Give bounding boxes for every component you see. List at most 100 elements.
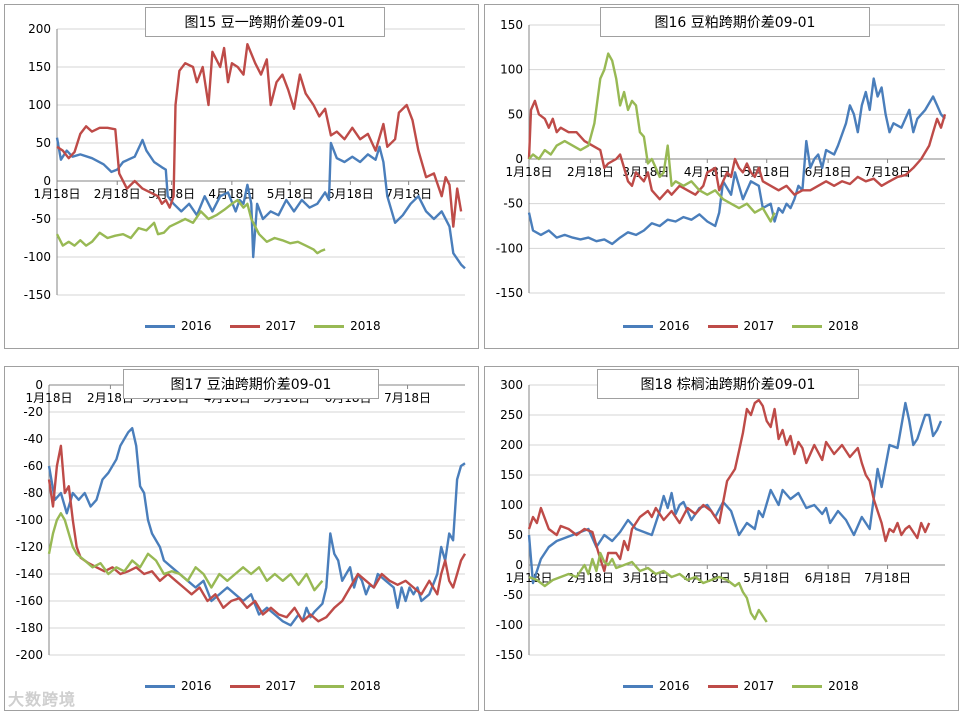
chart-panel-soyoil: 0 -20 -40 -60 -80 -100 -120 -140 -160 -180 -200 1月1…: [4, 366, 479, 711]
series-line-2018: [47, 512, 324, 592]
y-tick-label: -20: [23, 405, 43, 419]
series-line-2017: [56, 43, 463, 228]
legend-label-2017: 2017: [265, 319, 297, 333]
y-tick-label: -100: [16, 513, 43, 527]
legend-label-2017: 2017: [265, 679, 297, 693]
y-tick-label: -50: [503, 588, 523, 602]
legend-swatch-2018: [792, 684, 823, 688]
legend-item-2016: 2016: [623, 679, 690, 693]
legend-item-2016: 2016: [145, 679, 212, 693]
legend-item-2017: 2017: [707, 319, 775, 333]
y-tick-label: 200: [28, 22, 51, 36]
y-tick-label: 50: [508, 528, 523, 542]
series-line-2016: [527, 401, 943, 585]
series-line-2018: [55, 198, 326, 255]
chart-title: 图16 豆粕跨期价差09-01: [600, 7, 870, 37]
x-tick-label: 6月18日: [327, 187, 374, 201]
y-tick-label: -100: [24, 250, 51, 264]
legend-label-2016: 2016: [181, 319, 212, 333]
chart-svg-soyoil: 0 -20 -40 -60 -80 -100 -120 -140 -160 -180 -200 1月1…: [16, 378, 467, 662]
y-tick-label: 250: [500, 408, 523, 422]
x-tick-label: 1月18日: [506, 165, 553, 179]
legend-item-2017: 2017: [229, 679, 297, 693]
y-tick-label: -60: [23, 459, 43, 473]
legend-label-2016: 2016: [659, 319, 690, 333]
y-tick-label: -120: [16, 540, 43, 554]
legend-swatch-2017: [707, 324, 738, 328]
chart-panel-soymeal: 150 100 50 0 -50 -100 -150 1月18日 2月18日 3月18日 4月18日…: [484, 4, 959, 349]
y-tick-label: 300: [500, 378, 523, 392]
legend-swatch-2018: [314, 684, 345, 688]
x-tick-label: 7月18日: [864, 165, 911, 179]
series-line-2016: [527, 77, 946, 246]
y-tick-label: -180: [16, 621, 43, 635]
y-tick-label: 150: [28, 60, 51, 74]
x-tick-label: 2月18日: [567, 571, 614, 585]
chart-panel-soybean1: 200 150 100 50 0 -50 -100 -150 1月18日 2月18日 3月18日 4月…: [4, 4, 479, 349]
watermark: 大数跨境: [8, 690, 77, 709]
y-tick-label: 0: [43, 174, 51, 188]
y-tick-label: -200: [16, 648, 43, 662]
legend-label-2016: 2016: [181, 679, 212, 693]
y-tick-label: 50: [36, 136, 51, 150]
y-tick-label: -150: [496, 286, 523, 300]
x-tick-label: 1月18日: [26, 391, 73, 405]
y-tick-label: 150: [500, 18, 523, 32]
series-line-2018: [528, 52, 776, 223]
y-tick-label: 100: [28, 98, 51, 112]
y-tick-label: 100: [500, 63, 523, 77]
x-tick-label: 2月18日: [87, 391, 134, 405]
x-tick-label: 5月18日: [267, 187, 314, 201]
legend-label-2018: 2018: [350, 319, 381, 333]
legend-label-2017: 2017: [743, 319, 775, 333]
y-tick-label: -100: [496, 241, 523, 255]
legend-swatch-2017: [707, 684, 738, 688]
chart-panel-palmoil: 300 250 200 150 100 50 0 -50 -100 -150 1月18日 2月18日 3…: [484, 366, 959, 711]
legend-item-2016: 2016: [145, 319, 212, 333]
x-tick-label: 7月18日: [864, 571, 911, 585]
legend: 2016 2017 2018: [623, 679, 859, 693]
legend-swatch-2016: [145, 324, 175, 328]
x-tick-label: 1月18日: [34, 187, 81, 201]
y-tick-label: 50: [508, 107, 523, 121]
legend-item-2018: 2018: [314, 679, 381, 693]
series-line-2018: [528, 551, 768, 623]
legend-swatch-2017: [229, 684, 260, 688]
y-tick-label: -50: [31, 212, 51, 226]
x-tick-label: 3月18日: [622, 571, 669, 585]
chart-title: 图17 豆油跨期价差09-01: [123, 369, 379, 399]
chart-title: 图15 豆一跨期价差09-01: [145, 7, 385, 37]
legend-label-2016: 2016: [659, 679, 690, 693]
legend-swatch-2017: [229, 324, 260, 328]
chart-title: 图18 棕榈油跨期价差09-01: [597, 369, 859, 399]
legend: 2016 2017 2018: [145, 679, 381, 693]
legend: 2016 2017 2018: [623, 319, 859, 333]
legend-item-2018: 2018: [314, 319, 381, 333]
x-tick-label: 5月18日: [743, 571, 790, 585]
y-tick-label: 200: [500, 438, 523, 452]
series-line-2016: [47, 427, 466, 627]
legend-swatch-2018: [314, 324, 345, 328]
legend-swatch-2016: [623, 684, 653, 688]
legend-swatch-2018: [792, 324, 823, 328]
y-tick-label: -140: [16, 567, 43, 581]
legend-label-2018: 2018: [828, 319, 859, 333]
y-tick-label: -150: [496, 648, 523, 662]
x-tick-label: 7月18日: [385, 187, 432, 201]
x-tick-label: 6月18日: [805, 571, 852, 585]
x-tick-label: 7月18日: [384, 391, 431, 405]
legend-label-2018: 2018: [828, 679, 859, 693]
series-line-2017: [527, 99, 947, 201]
legend-item-2018: 2018: [792, 319, 859, 333]
y-tick-label: 100: [500, 498, 523, 512]
series-line-2016: [55, 137, 466, 270]
series-line-2017: [47, 444, 467, 623]
y-tick-label: 0: [515, 558, 523, 572]
series-line-2017: [527, 398, 931, 573]
x-tick-label: 6月18日: [805, 165, 852, 179]
y-tick-label: -150: [24, 288, 51, 302]
legend-label-2017: 2017: [743, 679, 775, 693]
x-tick-label: 2月18日: [94, 187, 141, 201]
